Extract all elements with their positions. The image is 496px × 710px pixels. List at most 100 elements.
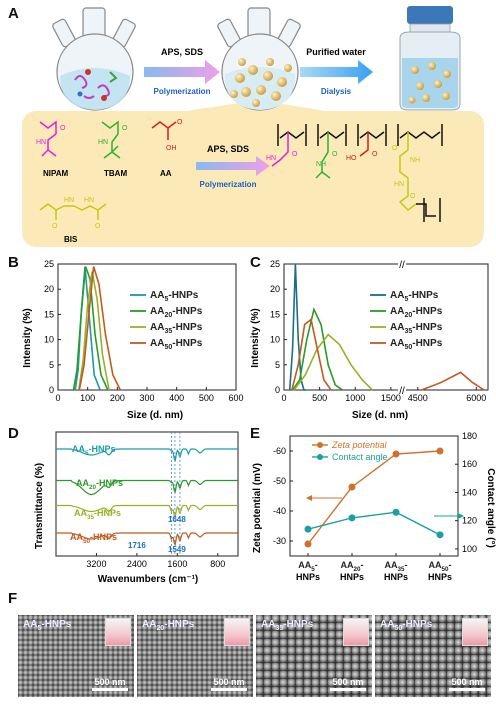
chart-b-legend-label: AA20-HNPs bbox=[150, 306, 203, 319]
chart-e-category-label: HNPs bbox=[428, 572, 452, 582]
chart-c-ytick-label: 20 bbox=[270, 284, 280, 294]
panel-label-d: D bbox=[8, 425, 19, 442]
chart-c-xlabel: Size (d. nm) bbox=[352, 410, 408, 421]
svg-text:O: O bbox=[392, 145, 398, 152]
chart-b-xtick-label: 0 bbox=[55, 393, 60, 403]
chart-b-series-line bbox=[72, 266, 109, 391]
chart-c-ytick-label: 15 bbox=[270, 309, 280, 319]
svg-text:HN: HN bbox=[394, 181, 404, 188]
chart-c-legend-label: AA20-HNPs bbox=[390, 306, 443, 319]
svg-text:HN: HN bbox=[84, 197, 94, 204]
scale-bar-line bbox=[330, 688, 366, 691]
sem-label: AA5-HNPs bbox=[23, 619, 72, 632]
chart-b-ytick-label: 20 bbox=[44, 284, 54, 294]
chart-e-y2tick-label: 140 bbox=[462, 487, 477, 497]
chart-b-ytick-label: 5 bbox=[49, 360, 54, 370]
arrow-polymerization bbox=[144, 60, 220, 84]
step2-bottom-label: Dialysis bbox=[321, 87, 352, 96]
chart-b-ytick-label: 25 bbox=[44, 259, 54, 269]
scale-bar: 500 nm bbox=[92, 677, 128, 691]
svg-text:O: O bbox=[410, 193, 416, 200]
chart-e-y2tick-label: 160 bbox=[462, 459, 477, 469]
chart-c-legend-label: AA5-HNPs bbox=[390, 290, 439, 303]
synthesis-schematic: APS, SDS Polymerization Purified water D… bbox=[22, 6, 484, 247]
chart-c-legend-label: AA35-HNPs bbox=[390, 322, 443, 335]
step2-top-label: Purified water bbox=[306, 47, 366, 57]
chart-e-legend-label: Zeta potential bbox=[331, 440, 388, 450]
svg-text:O: O bbox=[292, 151, 298, 158]
nipam-structure bbox=[39, 120, 57, 157]
chart-d-annotation: 1716 bbox=[128, 541, 146, 550]
chart-e-point bbox=[304, 540, 312, 548]
chart-b-ytick-label: 15 bbox=[44, 309, 54, 319]
svg-text:HN: HN bbox=[98, 139, 108, 146]
chart-d-xtick-label: 2400 bbox=[127, 559, 147, 569]
chart-d-xlabel: Wavenumbers (cm⁻¹) bbox=[98, 574, 198, 585]
chart-c-ytick-label: 25 bbox=[270, 259, 280, 269]
chart-e-frame bbox=[289, 435, 459, 557]
panel-label-c: C bbox=[250, 254, 261, 271]
chart-d-series-line bbox=[56, 448, 238, 462]
svg-text:HN: HN bbox=[266, 155, 276, 162]
chart-e-ytick-label: -60 bbox=[273, 446, 286, 456]
chart-b-xtick-label: 200 bbox=[110, 393, 125, 403]
chart-d-annotation: 1549 bbox=[168, 545, 186, 554]
product-bottle bbox=[399, 6, 461, 111]
chart-d-series-line bbox=[56, 479, 238, 496]
step1-bottom-label: Polymerization bbox=[154, 87, 211, 96]
scale-bar: 500 nm bbox=[211, 677, 247, 691]
chart-d-series-line bbox=[56, 532, 238, 546]
chart-d-series-label: AA50-HNPs bbox=[70, 532, 117, 545]
chart-c-series-line-right bbox=[421, 371, 485, 391]
chart-b-xlabel: Size (d. nm) bbox=[127, 410, 183, 421]
chart-e-point bbox=[436, 447, 444, 455]
monomer-label-nipam: NIPAM bbox=[43, 169, 69, 178]
panel-label-e: E bbox=[250, 425, 261, 442]
chart-c-xtick-label: 4500 bbox=[408, 393, 428, 403]
chart-b-xtick-label: 400 bbox=[169, 393, 184, 403]
scale-bar-line bbox=[211, 688, 247, 691]
chart-e-point bbox=[392, 450, 400, 458]
panel-label-b: B bbox=[8, 254, 19, 271]
chart-e-ytick-label: -40 bbox=[273, 506, 286, 516]
sem-label: AA50-HNPs bbox=[380, 619, 433, 632]
chart-c-ytick-label: 0 bbox=[275, 385, 280, 395]
chart-d-frame bbox=[55, 431, 239, 557]
svg-text:O: O bbox=[95, 223, 101, 230]
chart-e-axis-arrowhead bbox=[458, 513, 464, 519]
chart-d-series-line bbox=[56, 504, 238, 518]
chart-e-point bbox=[348, 514, 356, 522]
svg-text:O: O bbox=[177, 119, 183, 126]
arrow-reaction bbox=[196, 156, 270, 176]
chart-e-category-label: HNPs bbox=[340, 572, 364, 582]
svg-text:OH: OH bbox=[166, 145, 177, 152]
chart-b-ytick-label: 10 bbox=[44, 335, 54, 345]
svg-text:O: O bbox=[332, 151, 338, 158]
arrow-dialysis bbox=[300, 60, 373, 84]
chart-e-y2label: Contact angle (°) bbox=[485, 468, 496, 548]
chart-e-legend-label: Contact angle bbox=[332, 452, 388, 462]
svg-text:HN: HN bbox=[64, 197, 74, 204]
monomer-label-bis: BIS bbox=[64, 235, 78, 244]
svg-text:HN: HN bbox=[36, 139, 46, 146]
chart-e-legend-marker bbox=[317, 454, 323, 460]
chart-b-xtick-label: 300 bbox=[139, 393, 154, 403]
chart-c-break-mark: // bbox=[399, 260, 405, 271]
chart-e-category-label: AA50- bbox=[428, 560, 451, 573]
svg-text:HO: HO bbox=[346, 155, 357, 162]
chart-e-series-line bbox=[307, 450, 441, 545]
svg-text:O: O bbox=[52, 223, 58, 230]
chart-b-legend-label: AA35-HNPs bbox=[150, 322, 203, 335]
chart-d-xtick-label: 800 bbox=[210, 559, 225, 569]
chart-b-legend-label: AA50-HNPs bbox=[150, 338, 203, 351]
chart-c-xtick-label: 1000 bbox=[345, 393, 365, 403]
vial-photo-inset bbox=[343, 618, 369, 646]
chart-d-ftir: Transmittance (%) Wavenumbers (cm⁻¹) 320… bbox=[34, 431, 239, 585]
vial-photo-inset bbox=[224, 618, 250, 646]
chart-e-y2tick-label: 120 bbox=[462, 516, 477, 526]
chart-e-ytick-label: -50 bbox=[273, 476, 286, 486]
chart-e-axis-arrowhead bbox=[306, 495, 312, 501]
nanoparticles-in-flask bbox=[230, 58, 292, 107]
sem-image: AA35-HNPs 500 nm bbox=[256, 615, 372, 697]
chart-c-series-line bbox=[293, 333, 373, 391]
